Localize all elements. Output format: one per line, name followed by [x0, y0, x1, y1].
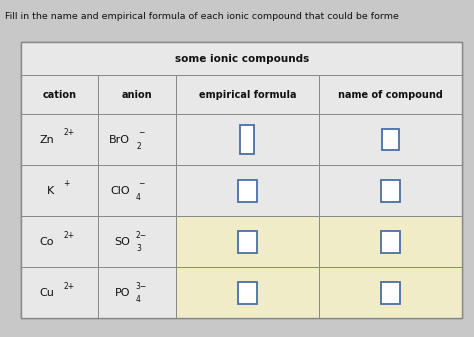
Bar [381, 282, 400, 304]
Bar [240, 125, 255, 154]
Bar [238, 231, 257, 253]
Text: Fill in the name and empirical formula of each ionic compound that could be form: Fill in the name and empirical formula o… [5, 12, 399, 21]
Text: PO: PO [114, 288, 130, 298]
Bar [175, 216, 319, 267]
Text: some ionic compounds: some ionic compounds [174, 54, 309, 64]
Text: −: − [137, 128, 144, 137]
Bar [21, 114, 99, 165]
Bar [175, 267, 319, 318]
Text: empirical formula: empirical formula [199, 90, 296, 100]
Bar [238, 282, 257, 304]
Text: +: + [64, 179, 70, 188]
Text: name of compound: name of compound [338, 90, 443, 100]
Bar [381, 231, 400, 253]
Bar [99, 216, 175, 267]
Text: −: − [137, 179, 144, 188]
Bar [99, 267, 175, 318]
Text: ClO: ClO [110, 186, 130, 196]
Text: 2+: 2+ [64, 231, 75, 240]
Bar [382, 129, 399, 151]
Text: 3: 3 [136, 244, 141, 253]
Text: Zn: Zn [39, 134, 54, 145]
Bar [175, 165, 319, 216]
Bar [99, 75, 175, 114]
Text: BrO: BrO [109, 134, 130, 145]
Bar [319, 165, 462, 216]
Bar [99, 165, 175, 216]
Text: 2+: 2+ [64, 128, 75, 137]
Bar [21, 42, 462, 318]
Bar [21, 42, 462, 318]
Bar [381, 180, 400, 202]
Text: 4: 4 [136, 295, 141, 304]
Bar [21, 165, 99, 216]
Bar [319, 114, 462, 165]
Bar [99, 114, 175, 165]
Text: cation: cation [43, 90, 77, 100]
Bar [175, 75, 319, 114]
Bar [21, 216, 99, 267]
Bar [238, 180, 257, 202]
Bar [319, 216, 462, 267]
Bar [21, 267, 99, 318]
Text: 4: 4 [136, 193, 141, 202]
Bar [175, 114, 319, 165]
Text: K: K [47, 186, 54, 196]
Bar [319, 267, 462, 318]
Text: Cu: Cu [39, 288, 54, 298]
Bar [319, 75, 462, 114]
Text: 2: 2 [136, 142, 141, 151]
Text: 2+: 2+ [64, 282, 75, 291]
Text: 3−: 3− [135, 282, 146, 291]
Bar [21, 42, 462, 75]
Text: anion: anion [122, 90, 152, 100]
Text: 2−: 2− [135, 231, 146, 240]
Text: SO: SO [114, 237, 130, 247]
Text: Co: Co [40, 237, 54, 247]
Bar [21, 75, 99, 114]
